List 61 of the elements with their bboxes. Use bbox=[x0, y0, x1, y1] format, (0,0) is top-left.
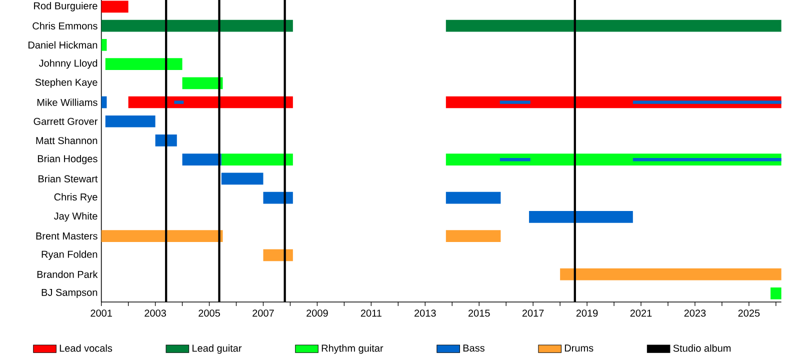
bar bbox=[500, 100, 530, 104]
legend-label: Studio album bbox=[673, 344, 731, 352]
bar bbox=[770, 287, 782, 300]
x-tick-label: 2025 bbox=[738, 310, 760, 317]
bar bbox=[632, 158, 782, 162]
legend-label: Drums bbox=[564, 344, 594, 352]
x-tick-label: 2013 bbox=[414, 310, 436, 317]
y-tick-label: Garrett Grover bbox=[34, 118, 98, 125]
bar bbox=[155, 134, 177, 146]
bar bbox=[446, 230, 501, 242]
y-tick-label: BJ Sampson bbox=[42, 288, 98, 298]
bar bbox=[263, 249, 293, 262]
y-tick-label: Jay White bbox=[54, 212, 98, 222]
x-tick-label: 2001 bbox=[90, 310, 112, 317]
x-tick-label: 2015 bbox=[468, 310, 490, 317]
legend-label: Lead vocals bbox=[60, 344, 112, 352]
x-tick-label: 2021 bbox=[630, 310, 652, 317]
y-tick-label: Johnny Lloyd bbox=[38, 59, 98, 69]
legend-label: Rhythm guitar bbox=[322, 344, 384, 354]
bar bbox=[632, 100, 782, 104]
y-tick-label: Matt Shannon bbox=[36, 136, 98, 144]
y-tick-label: Brian Stewart bbox=[38, 175, 98, 182]
bar bbox=[101, 230, 223, 242]
y-tick-label: Brent Masters bbox=[36, 232, 98, 240]
x-tick-label: 2019 bbox=[576, 310, 598, 317]
bar bbox=[446, 192, 501, 204]
y-tick-label: Ryan Folden bbox=[42, 250, 98, 260]
bar bbox=[101, 20, 293, 32]
bar bbox=[105, 115, 156, 128]
y-tick-label: Stephen Kaye bbox=[35, 78, 98, 88]
x-tick-label: 2017 bbox=[522, 310, 544, 317]
y-tick-label: Mike Williams bbox=[37, 98, 98, 106]
bar bbox=[182, 77, 223, 90]
y-tick-label: Brandon Park bbox=[37, 270, 98, 278]
bar bbox=[101, 0, 128, 13]
legend-label: Lead guitar bbox=[192, 344, 242, 354]
y-tick-label: Daniel Hickman bbox=[28, 41, 98, 49]
bar bbox=[128, 96, 293, 108]
x-tick-label: 2009 bbox=[306, 310, 328, 317]
x-tick-label: 2023 bbox=[684, 310, 706, 317]
bar bbox=[174, 100, 184, 104]
bar bbox=[221, 172, 264, 185]
y-tick-label: Chris Emmons bbox=[32, 22, 98, 30]
legend-label: Bass bbox=[463, 344, 484, 352]
bar bbox=[446, 20, 782, 32]
bar bbox=[560, 268, 782, 280]
bar bbox=[500, 158, 530, 162]
bar bbox=[101, 38, 107, 51]
bar bbox=[105, 58, 182, 70]
bar bbox=[529, 211, 633, 223]
bar bbox=[182, 154, 222, 166]
x-tick-label: 2007 bbox=[252, 310, 274, 317]
y-tick-label: Rod Burguiere bbox=[34, 2, 98, 12]
x-tick-label: 2005 bbox=[198, 310, 220, 317]
bar bbox=[263, 192, 293, 204]
x-tick-label: 2011 bbox=[360, 310, 382, 317]
bar bbox=[221, 154, 293, 166]
y-tick-label: Brian Hodges bbox=[38, 154, 98, 164]
x-tick-label: 2003 bbox=[144, 310, 166, 317]
bar bbox=[101, 96, 107, 108]
y-tick-label: Chris Rye bbox=[54, 193, 98, 202]
